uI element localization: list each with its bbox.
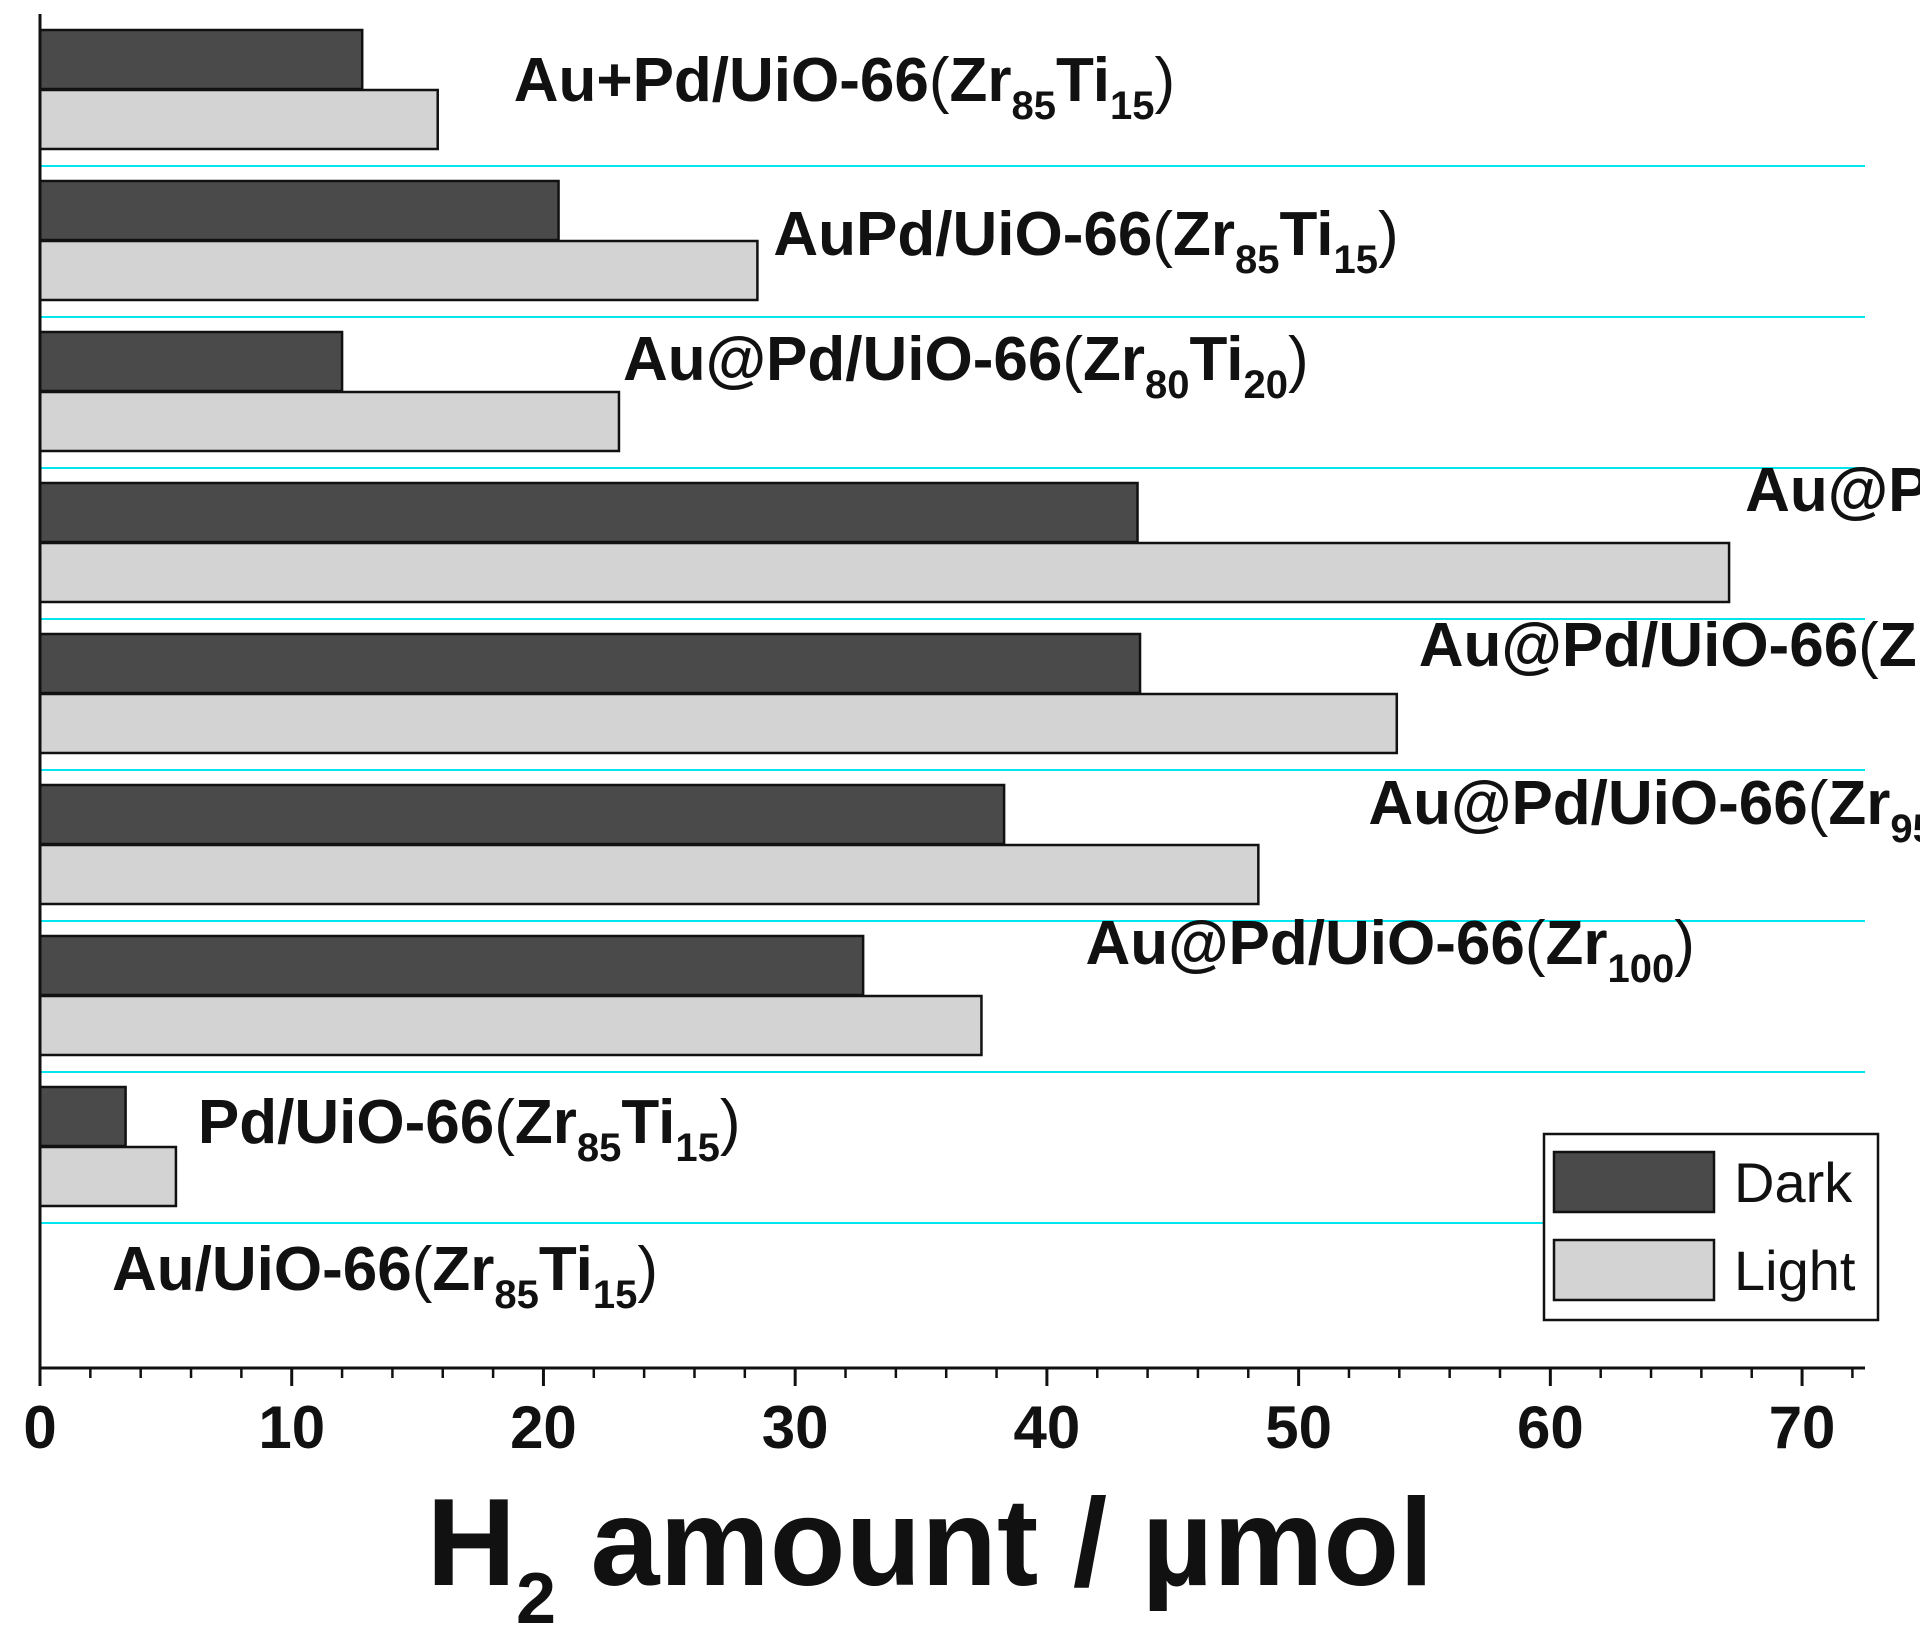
bar-light-6 [38, 843, 1260, 906]
label-subscript: 95 [1890, 807, 1920, 851]
label-text: ) [720, 1088, 741, 1157]
bar-dark-5 [38, 632, 1142, 695]
category-label: Pd/UiO-66(Zr85Ti15) [198, 1088, 741, 1170]
bar-dark-4 [38, 481, 1139, 544]
x-tick-label: 60 [1517, 1394, 1584, 1461]
label-text: Ti [539, 1235, 593, 1304]
label-text: ( [494, 1088, 515, 1157]
bars [38, 28, 1731, 1208]
label-text: Pd/UiO-66 [198, 1088, 494, 1157]
label-text: Zr [1545, 909, 1607, 978]
label-text: Au@Pd/UiO-66 [1368, 769, 1807, 838]
bar-light-5 [38, 692, 1399, 755]
x-axis-title-main: H [426, 1474, 516, 1612]
label-text: Au@Pd/UiO-66 [1419, 611, 1858, 680]
label-text: ( [1808, 769, 1829, 838]
label-subscript: 15 [1110, 84, 1155, 128]
label-subscript: 85 [577, 1126, 622, 1170]
bar-dark-8 [38, 1085, 127, 1148]
label-text: Ti [1280, 200, 1334, 269]
label-subscript: 85 [494, 1273, 539, 1317]
x-tick-label: 40 [1014, 1394, 1081, 1461]
label-subscript: 15 [675, 1126, 720, 1170]
label-text: Zr [1828, 769, 1890, 838]
label-text: Zr [515, 1088, 577, 1157]
label-text: ) [1674, 909, 1695, 978]
x-tick-label: 20 [510, 1394, 577, 1461]
label-text: Ti [1056, 46, 1110, 115]
category-labels: Au+Pd/UiO-66(Zr85Ti15)AuPd/UiO-66(Zr85Ti… [112, 46, 1920, 1317]
label-subscript: 15 [1333, 238, 1378, 282]
label-text: Au@Pd/UiO-66 [623, 325, 1062, 394]
x-tick-label: 30 [762, 1394, 829, 1461]
label-text: ( [1858, 611, 1879, 680]
x-axis-ticks: 0 10 20 30 40 50 60 70 [23, 1368, 1854, 1461]
legend-swatch-dark [1552, 1150, 1716, 1214]
x-tick-label: 10 [258, 1394, 325, 1461]
category-label: Au@Pd/UiO-66(Zr85Ti15) [1745, 456, 1920, 538]
label-text: Ti [1190, 325, 1244, 394]
bar-dark-6 [38, 783, 1006, 846]
label-text: ( [412, 1235, 433, 1304]
label-text: Au@Pd/UiO-66 [1745, 456, 1920, 525]
bar-dark-2 [38, 179, 560, 242]
label-text: Au@Pd/UiO-66 [1085, 909, 1524, 978]
bar-light-4 [38, 541, 1731, 604]
label-text: Au+Pd/UiO-66 [514, 46, 929, 115]
legend-swatch-light [1552, 1238, 1716, 1302]
x-tick-label: 70 [1769, 1394, 1836, 1461]
x-axis-title-rest: amount / µmol [556, 1474, 1433, 1612]
label-text: Zr [1173, 200, 1235, 269]
legend-label-light: Light [1734, 1239, 1856, 1302]
label-text: ) [1155, 46, 1176, 115]
label-text: ( [1152, 200, 1173, 269]
x-tick-label: 50 [1265, 1394, 1332, 1461]
label-subscript: 80 [1145, 363, 1190, 407]
label-subscript: 85 [1235, 238, 1280, 282]
label-text: ) [1288, 325, 1309, 394]
label-text: Zr [432, 1235, 494, 1304]
label-text: ) [637, 1235, 658, 1304]
category-label: Au@Pd/UiO-66(Zr100) [1085, 909, 1694, 991]
bar-dark-7 [38, 934, 865, 997]
label-text: AuPd/UiO-66 [773, 200, 1152, 269]
category-label: Au@Pd/UiO-66(Zr90Ti10) [1419, 611, 1920, 693]
category-label: AuPd/UiO-66(Zr85Ti15) [773, 200, 1398, 282]
label-subscript: 100 [1607, 947, 1674, 991]
label-text: ( [1525, 909, 1546, 978]
category-label: Au@Pd/UiO-66(Zr80Ti20) [623, 325, 1309, 407]
x-axis-title-subscript: 2 [516, 1559, 556, 1639]
label-text: Zr [1083, 325, 1145, 394]
label-text: Ti [621, 1088, 675, 1157]
bar-light-7 [38, 994, 983, 1057]
label-subscript: 85 [1012, 84, 1057, 128]
axes [38, 14, 1865, 1370]
category-label: Au+Pd/UiO-66(Zr85Ti15) [514, 46, 1175, 128]
bar-dark-1 [38, 28, 364, 91]
label-text: ) [1378, 200, 1399, 269]
bar-light-3 [38, 390, 621, 453]
category-label: Au/UiO-66(Zr85Ti15) [112, 1235, 658, 1317]
bar-light-2 [38, 239, 759, 302]
x-axis-title: H2 amount / µmol [426, 1474, 1433, 1639]
bar-light-8 [38, 1145, 178, 1208]
x-tick-label: 0 [23, 1394, 56, 1461]
legend-label-dark: Dark [1734, 1151, 1853, 1214]
category-separators [40, 165, 1865, 1224]
bar-dark-3 [38, 330, 344, 393]
label-subscript: 20 [1243, 363, 1288, 407]
category-label: Au@Pd/UiO-66(Zr95Ti5) [1368, 769, 1920, 851]
label-text: ( [929, 46, 950, 115]
label-subscript: 15 [593, 1273, 638, 1317]
label-text: Zr [1879, 611, 1920, 680]
legend: Dark Light [1542, 1132, 1880, 1322]
label-text: ( [1062, 325, 1083, 394]
label-text: Au/UiO-66 [112, 1235, 412, 1304]
bar-light-1 [38, 88, 439, 151]
label-text: Zr [950, 46, 1012, 115]
